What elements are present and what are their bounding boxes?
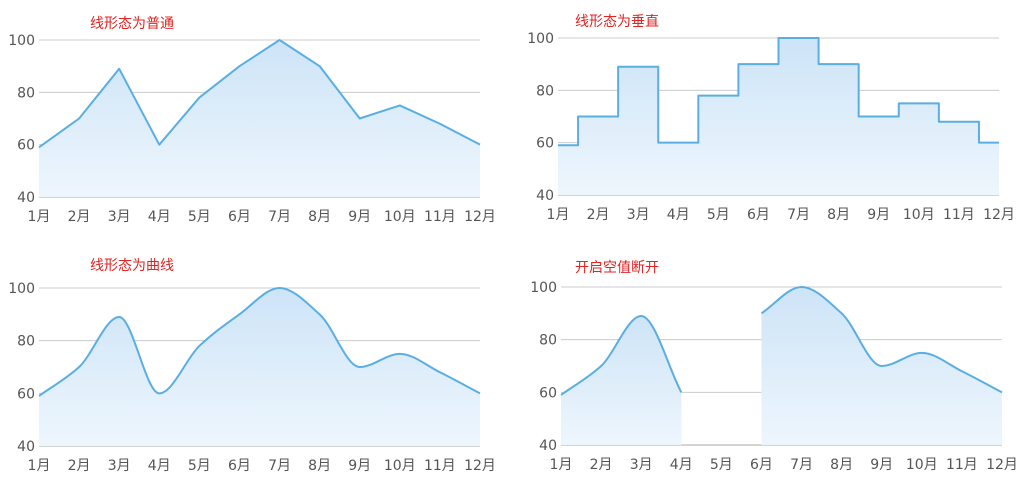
x-tick-label: 6月	[750, 457, 773, 473]
y-tick-label: 100	[8, 33, 35, 49]
x-tick-label: 3月	[630, 457, 653, 473]
x-tick-label: 6月	[747, 207, 770, 223]
x-tick-label: 5月	[188, 209, 211, 225]
x-tick-label: 3月	[627, 207, 650, 223]
y-tick-label: 80	[539, 333, 557, 349]
x-tick-label: 10月	[906, 457, 938, 473]
x-tick-label: 7月	[268, 458, 291, 474]
x-tick-label: 5月	[707, 207, 730, 223]
x-tick-label: 2月	[590, 457, 613, 473]
series-line[interactable]	[558, 37, 999, 147]
x-tick-label: 12月	[464, 209, 496, 225]
y-tick-label: 80	[17, 85, 35, 101]
x-tick-label: 2月	[587, 207, 610, 223]
x-tick-label: 6月	[228, 458, 251, 474]
x-tick-label: 9月	[867, 207, 890, 223]
series-line[interactable]	[760, 286, 1003, 394]
series-line[interactable]	[560, 314, 683, 396]
x-tick-label: 9月	[348, 458, 371, 474]
x-tick-label: 1月	[28, 209, 51, 225]
x-tick-label: 11月	[946, 457, 978, 473]
chart-panel-1: 线形态为普通 40 60 80 100 1月 2月 3月 4月 5月 6月 7月 8月 9月 10月 11月 1…	[8, 16, 496, 225]
x-tick-label: 3月	[108, 209, 131, 225]
x-tick-label: 1月	[28, 458, 51, 474]
x-tick-label: 4月	[667, 207, 690, 223]
series-area	[39, 40, 480, 197]
x-tick-label: 12月	[986, 457, 1018, 473]
series-line[interactable]	[38, 287, 481, 397]
y-tick-label: 100	[530, 280, 557, 296]
x-tick-label: 4月	[148, 209, 171, 225]
y-tick-label: 100	[527, 31, 554, 47]
series-area	[561, 315, 682, 445]
x-tick-label: 11月	[943, 207, 975, 223]
x-tick-label: 8月	[830, 457, 853, 473]
y-tick-label: 60	[536, 136, 554, 152]
y-tick-label: 80	[17, 334, 35, 350]
y-tick-label: 40	[536, 188, 554, 204]
chart-panel-3: 线形态为曲线 40 60 80 100 1月 2月 3月 4月 5月 6月 7月 8月 9月 10月 11月 1…	[8, 258, 496, 474]
chart-panel-2: 线形态为垂直 40 60 80 100 1月 2月 3月 4月 5月 6月 7月 8月 9月 10月 11月 1…	[527, 13, 1015, 223]
y-tick-label: 80	[536, 83, 554, 99]
x-tick-label: 4月	[670, 457, 693, 473]
x-tick-label: 4月	[148, 458, 171, 474]
x-tick-label: 10月	[903, 207, 935, 223]
y-tick-label: 40	[17, 439, 35, 455]
y-tick-label: 60	[17, 386, 35, 402]
y-tick-label: 60	[539, 385, 557, 401]
y-tick-label: 40	[539, 438, 557, 454]
x-tick-label: 8月	[308, 209, 331, 225]
y-tick-label: 60	[17, 138, 35, 154]
y-tick-label: 100	[8, 281, 35, 297]
series-area	[558, 38, 999, 195]
x-tick-label: 1月	[547, 207, 570, 223]
x-tick-label: 11月	[424, 458, 456, 474]
x-tick-label: 3月	[108, 458, 131, 474]
x-tick-label: 5月	[188, 458, 211, 474]
chart-title: 线形态为垂直	[575, 13, 659, 30]
x-tick-label: 1月	[550, 457, 573, 473]
x-tick-label: 2月	[68, 458, 91, 474]
x-tick-label: 5月	[710, 457, 733, 473]
x-tick-label: 8月	[308, 458, 331, 474]
chart-title: 线形态为普通	[90, 16, 174, 32]
chart-title: 线形态为曲线	[90, 258, 174, 274]
x-tick-label: 6月	[228, 209, 251, 225]
x-tick-label: 10月	[384, 209, 416, 225]
y-tick-label: 40	[17, 190, 35, 206]
series-line[interactable]	[38, 39, 481, 149]
chart-panel-4: 开启空值断开 40 60 80 100 1月 2月 3月 4月 5月 6月 7月 8月 9月 10月 11月 1…	[530, 260, 1018, 473]
series-area	[39, 288, 480, 446]
x-tick-label: 7月	[268, 209, 291, 225]
x-tick-label: 7月	[790, 457, 813, 473]
x-tick-label: 8月	[827, 207, 850, 223]
x-tick-label: 11月	[424, 209, 456, 225]
x-tick-label: 7月	[787, 207, 810, 223]
chart-title: 开启空值断开	[575, 260, 659, 276]
x-tick-label: 9月	[348, 209, 371, 225]
x-tick-label: 10月	[384, 458, 416, 474]
x-tick-label: 2月	[68, 209, 91, 225]
x-tick-label: 9月	[870, 457, 893, 473]
x-tick-label: 12月	[464, 458, 496, 474]
x-tick-label: 12月	[983, 207, 1015, 223]
